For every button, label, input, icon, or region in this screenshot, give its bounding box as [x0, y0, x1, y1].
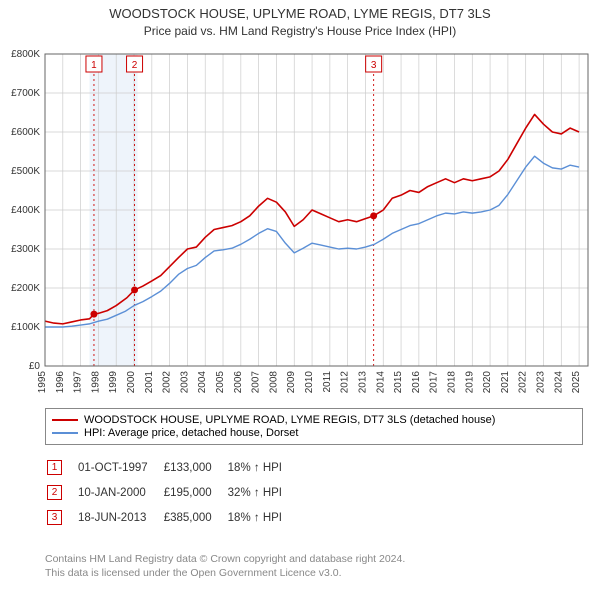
- table-row: 3 18-JUN-2013 £385,000 18% ↑ HPI: [47, 506, 296, 529]
- legend-label: HPI: Average price, detached house, Dors…: [84, 427, 298, 439]
- table-row: 2 10-JAN-2000 £195,000 32% ↑ HPI: [47, 481, 296, 504]
- svg-text:2023: 2023: [535, 371, 546, 394]
- svg-text:2011: 2011: [322, 371, 333, 393]
- svg-text:2005: 2005: [215, 371, 226, 394]
- legend-swatch: [52, 419, 78, 421]
- svg-text:£300K: £300K: [11, 244, 40, 255]
- svg-text:2015: 2015: [393, 371, 404, 394]
- svg-text:2022: 2022: [518, 371, 529, 394]
- svg-text:2002: 2002: [162, 371, 173, 394]
- table-row: 1 01-OCT-1997 £133,000 18% ↑ HPI: [47, 456, 296, 479]
- sale-date: 10-JAN-2000: [78, 481, 162, 504]
- svg-text:2004: 2004: [197, 371, 208, 394]
- svg-text:£700K: £700K: [11, 88, 40, 99]
- svg-text:2017: 2017: [429, 371, 440, 394]
- svg-text:1999: 1999: [108, 371, 119, 394]
- svg-text:£800K: £800K: [11, 49, 40, 60]
- price-chart: £0 £100K £200K £300K £400K £500K £600K £700K £80…: [0, 0, 600, 400]
- sale-diff: 18% ↑ HPI: [228, 506, 296, 529]
- svg-text:£200K: £200K: [11, 283, 40, 294]
- footer-line: Contains HM Land Registry data © Crown c…: [45, 552, 405, 566]
- sale-marker-icon: 2: [47, 485, 62, 500]
- sale-marker-icon: 1: [47, 460, 62, 475]
- svg-text:2025: 2025: [571, 371, 582, 394]
- svg-text:2013: 2013: [357, 371, 368, 394]
- svg-text:2020: 2020: [482, 371, 493, 394]
- sale-diff: 32% ↑ HPI: [228, 481, 296, 504]
- svg-text:£400K: £400K: [11, 205, 40, 216]
- svg-text:£600K: £600K: [11, 127, 40, 138]
- svg-text:2012: 2012: [340, 371, 351, 394]
- svg-text:2001: 2001: [144, 371, 155, 394]
- sale-price: £195,000: [164, 481, 226, 504]
- svg-text:£0: £0: [29, 361, 41, 372]
- svg-text:2000: 2000: [126, 371, 137, 394]
- svg-text:2018: 2018: [446, 371, 457, 394]
- svg-text:2: 2: [132, 60, 138, 71]
- legend-swatch: [52, 432, 78, 434]
- svg-text:2019: 2019: [464, 371, 475, 394]
- svg-text:3: 3: [371, 60, 377, 71]
- sale-date: 18-JUN-2013: [78, 506, 162, 529]
- svg-text:2010: 2010: [304, 371, 315, 394]
- svg-text:£500K: £500K: [11, 166, 40, 177]
- footer-line: This data is licensed under the Open Gov…: [45, 566, 405, 580]
- svg-text:2021: 2021: [500, 371, 511, 394]
- svg-text:1997: 1997: [73, 371, 84, 394]
- svg-text:1996: 1996: [55, 371, 66, 394]
- svg-text:1998: 1998: [90, 371, 101, 394]
- sale-price: £385,000: [164, 506, 226, 529]
- svg-text:2006: 2006: [233, 371, 244, 394]
- legend: WOODSTOCK HOUSE, UPLYME ROAD, LYME REGIS…: [45, 408, 583, 445]
- legend-row: WOODSTOCK HOUSE, UPLYME ROAD, LYME REGIS…: [52, 414, 576, 426]
- legend-row: HPI: Average price, detached house, Dors…: [52, 427, 576, 439]
- svg-text:2008: 2008: [268, 371, 279, 394]
- svg-text:2014: 2014: [375, 371, 386, 394]
- svg-text:1995: 1995: [37, 371, 48, 394]
- svg-text:2016: 2016: [411, 371, 422, 394]
- sale-diff: 18% ↑ HPI: [228, 456, 296, 479]
- svg-text:£100K: £100K: [11, 322, 40, 333]
- svg-text:2003: 2003: [179, 371, 190, 394]
- legend-label: WOODSTOCK HOUSE, UPLYME ROAD, LYME REGIS…: [84, 414, 495, 426]
- sales-table: 1 01-OCT-1997 £133,000 18% ↑ HPI 2 10-JA…: [45, 454, 298, 531]
- svg-text:2024: 2024: [553, 371, 564, 394]
- svg-text:2009: 2009: [286, 371, 297, 394]
- sale-date: 01-OCT-1997: [78, 456, 162, 479]
- sale-marker-icon: 3: [47, 510, 62, 525]
- svg-text:2007: 2007: [251, 371, 262, 394]
- svg-text:1: 1: [91, 60, 97, 71]
- footer-attribution: Contains HM Land Registry data © Crown c…: [45, 552, 405, 580]
- sale-price: £133,000: [164, 456, 226, 479]
